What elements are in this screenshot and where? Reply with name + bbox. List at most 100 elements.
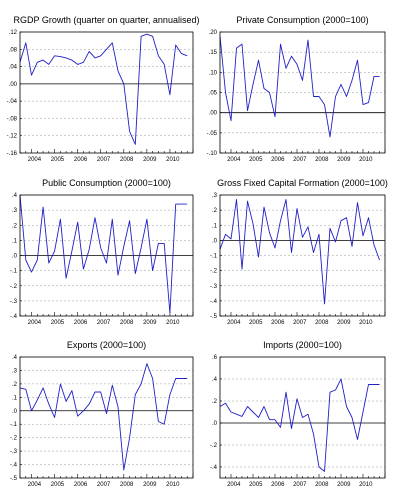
x-tick-label: 2004 [227, 320, 241, 326]
x-tick-label: 2010 [166, 320, 180, 326]
y-tick-label: .1 [12, 238, 18, 244]
y-tick-label: -.2 [210, 269, 218, 275]
y-tick-label: -.1 [10, 269, 18, 275]
y-tick-label: .3 [212, 193, 218, 199]
x-tick-label: 2009 [337, 482, 351, 488]
y-tick-label: .05 [209, 91, 218, 97]
x-tick-label: 2005 [51, 320, 65, 326]
x-tick-label: 2008 [120, 320, 134, 326]
y-tick-label: .4 [212, 377, 218, 383]
x-tick-label: 2007 [97, 157, 111, 163]
x-tick-label: 2008 [315, 482, 329, 488]
panel-1: RGDP Growth (quarter on quarter, annuali… [7, 15, 200, 163]
panel-6: Imports (2000=100) .6 .4 .2 .0 -.2 -.4 2004 2005… [210, 340, 386, 488]
panel-title: Exports (2000=100) [67, 340, 146, 350]
plot-frame [219, 356, 386, 479]
panel-title: Gross Fixed Capital Formation (2000=100) [217, 178, 388, 188]
y-tick-label: -.04 [7, 99, 18, 105]
y-tick-label: .0 [12, 409, 18, 415]
x-tick-label: 2007 [97, 320, 111, 326]
y-tick-label: -.12 [7, 134, 18, 140]
x-tick-label: 2006 [271, 482, 285, 488]
y-tick-label: -.16 [7, 151, 18, 157]
series-line [219, 35, 380, 138]
x-tick-label: 2009 [143, 320, 157, 326]
x-tick-label: 2009 [337, 157, 351, 163]
y-tick-label: -.2 [10, 436, 18, 442]
y-tick-label: -.1 [210, 254, 218, 260]
x-tick-label: 2005 [249, 157, 263, 163]
x-tick-label: 2005 [249, 320, 263, 326]
y-tick-label: -.4 [210, 299, 218, 305]
plot-frame [19, 356, 194, 479]
x-tick-label: 2005 [51, 482, 65, 488]
plot-frame [219, 194, 386, 317]
y-tick-label: .2 [212, 208, 218, 214]
x-tick-label: 2007 [293, 482, 307, 488]
plot-frame [19, 194, 194, 317]
y-tick-label: .3 [12, 368, 18, 374]
x-tick-label: 2007 [293, 157, 307, 163]
x-tick-label: 2010 [359, 482, 373, 488]
y-tick-label: .2 [12, 223, 18, 229]
x-tick-label: 2006 [74, 482, 88, 488]
y-tick-label: .1 [212, 223, 218, 229]
x-tick-label: 2008 [120, 157, 134, 163]
series-line [219, 199, 380, 305]
y-tick-label: -.5 [10, 476, 18, 482]
x-tick-label: 2010 [166, 157, 180, 163]
panel-title: Imports (2000=100) [263, 340, 342, 350]
x-tick-label: 2004 [227, 157, 241, 163]
series-line [219, 378, 380, 472]
y-tick-label: .04 [9, 65, 18, 71]
x-tick-label: 2006 [271, 320, 285, 326]
y-tick-label: .12 [9, 30, 18, 36]
y-tick-label: .20 [209, 30, 218, 36]
y-tick-label: .00 [9, 82, 18, 88]
x-tick-label: 2008 [120, 482, 134, 488]
series-line [19, 33, 188, 145]
y-tick-label: -.3 [210, 284, 218, 290]
x-tick-label: 2004 [227, 482, 241, 488]
y-tick-label: .08 [9, 47, 18, 53]
panel-3: Public Consumption (2000=100) .4 .3 .2 .1 .0 -… [10, 178, 194, 326]
y-tick-label: .6 [212, 355, 218, 361]
panel-2: Private Consumption (2000=100) .20 .15 .10.… [207, 15, 386, 163]
x-tick-label: 2004 [28, 482, 42, 488]
y-tick-label: -.08 [7, 116, 18, 122]
panel-title: RGDP Growth (quarter on quarter, annuali… [14, 15, 200, 25]
y-tick-label: .15 [209, 50, 218, 56]
y-tick-label: -.2 [10, 284, 18, 290]
y-tick-label: .10 [209, 70, 218, 76]
y-tick-label: .4 [12, 193, 18, 199]
series-line [19, 194, 188, 314]
x-tick-label: 2006 [74, 320, 88, 326]
y-tick-label: .4 [12, 355, 18, 361]
panel-title: Private Consumption (2000=100) [236, 15, 368, 25]
y-tick-label: -.5 [210, 314, 218, 320]
x-tick-label: 2006 [74, 157, 88, 163]
plot-frame [219, 31, 386, 154]
y-tick-label: .1 [12, 395, 18, 401]
y-tick-label: -.05 [207, 131, 218, 137]
y-tick-label: .3 [12, 208, 18, 214]
y-tick-label: .0 [212, 421, 218, 427]
x-tick-label: 2008 [315, 157, 329, 163]
y-tick-label: .00 [209, 111, 218, 117]
x-tick-label: 2004 [28, 157, 42, 163]
panel-5: Exports (2000=100) .4 .3 .2 .1 .0 -.1 -.2 -.3 -.4… [10, 340, 194, 488]
y-tick-label: -.2 [210, 443, 218, 449]
panel-4: Gross Fixed Capital Formation (2000=100)… [210, 178, 388, 326]
series-line [19, 363, 188, 471]
x-tick-label: 2006 [271, 157, 285, 163]
x-tick-label: 2004 [28, 320, 42, 326]
y-tick-label: .0 [212, 238, 218, 244]
y-tick-label: -.4 [10, 314, 18, 320]
x-tick-label: 2009 [337, 320, 351, 326]
y-tick-label: -.3 [10, 299, 18, 305]
y-tick-label: -.1 [10, 422, 18, 428]
x-tick-label: 2009 [143, 157, 157, 163]
panel-title: Public Consumption (2000=100) [42, 178, 171, 188]
y-tick-label: -.4 [210, 465, 218, 471]
